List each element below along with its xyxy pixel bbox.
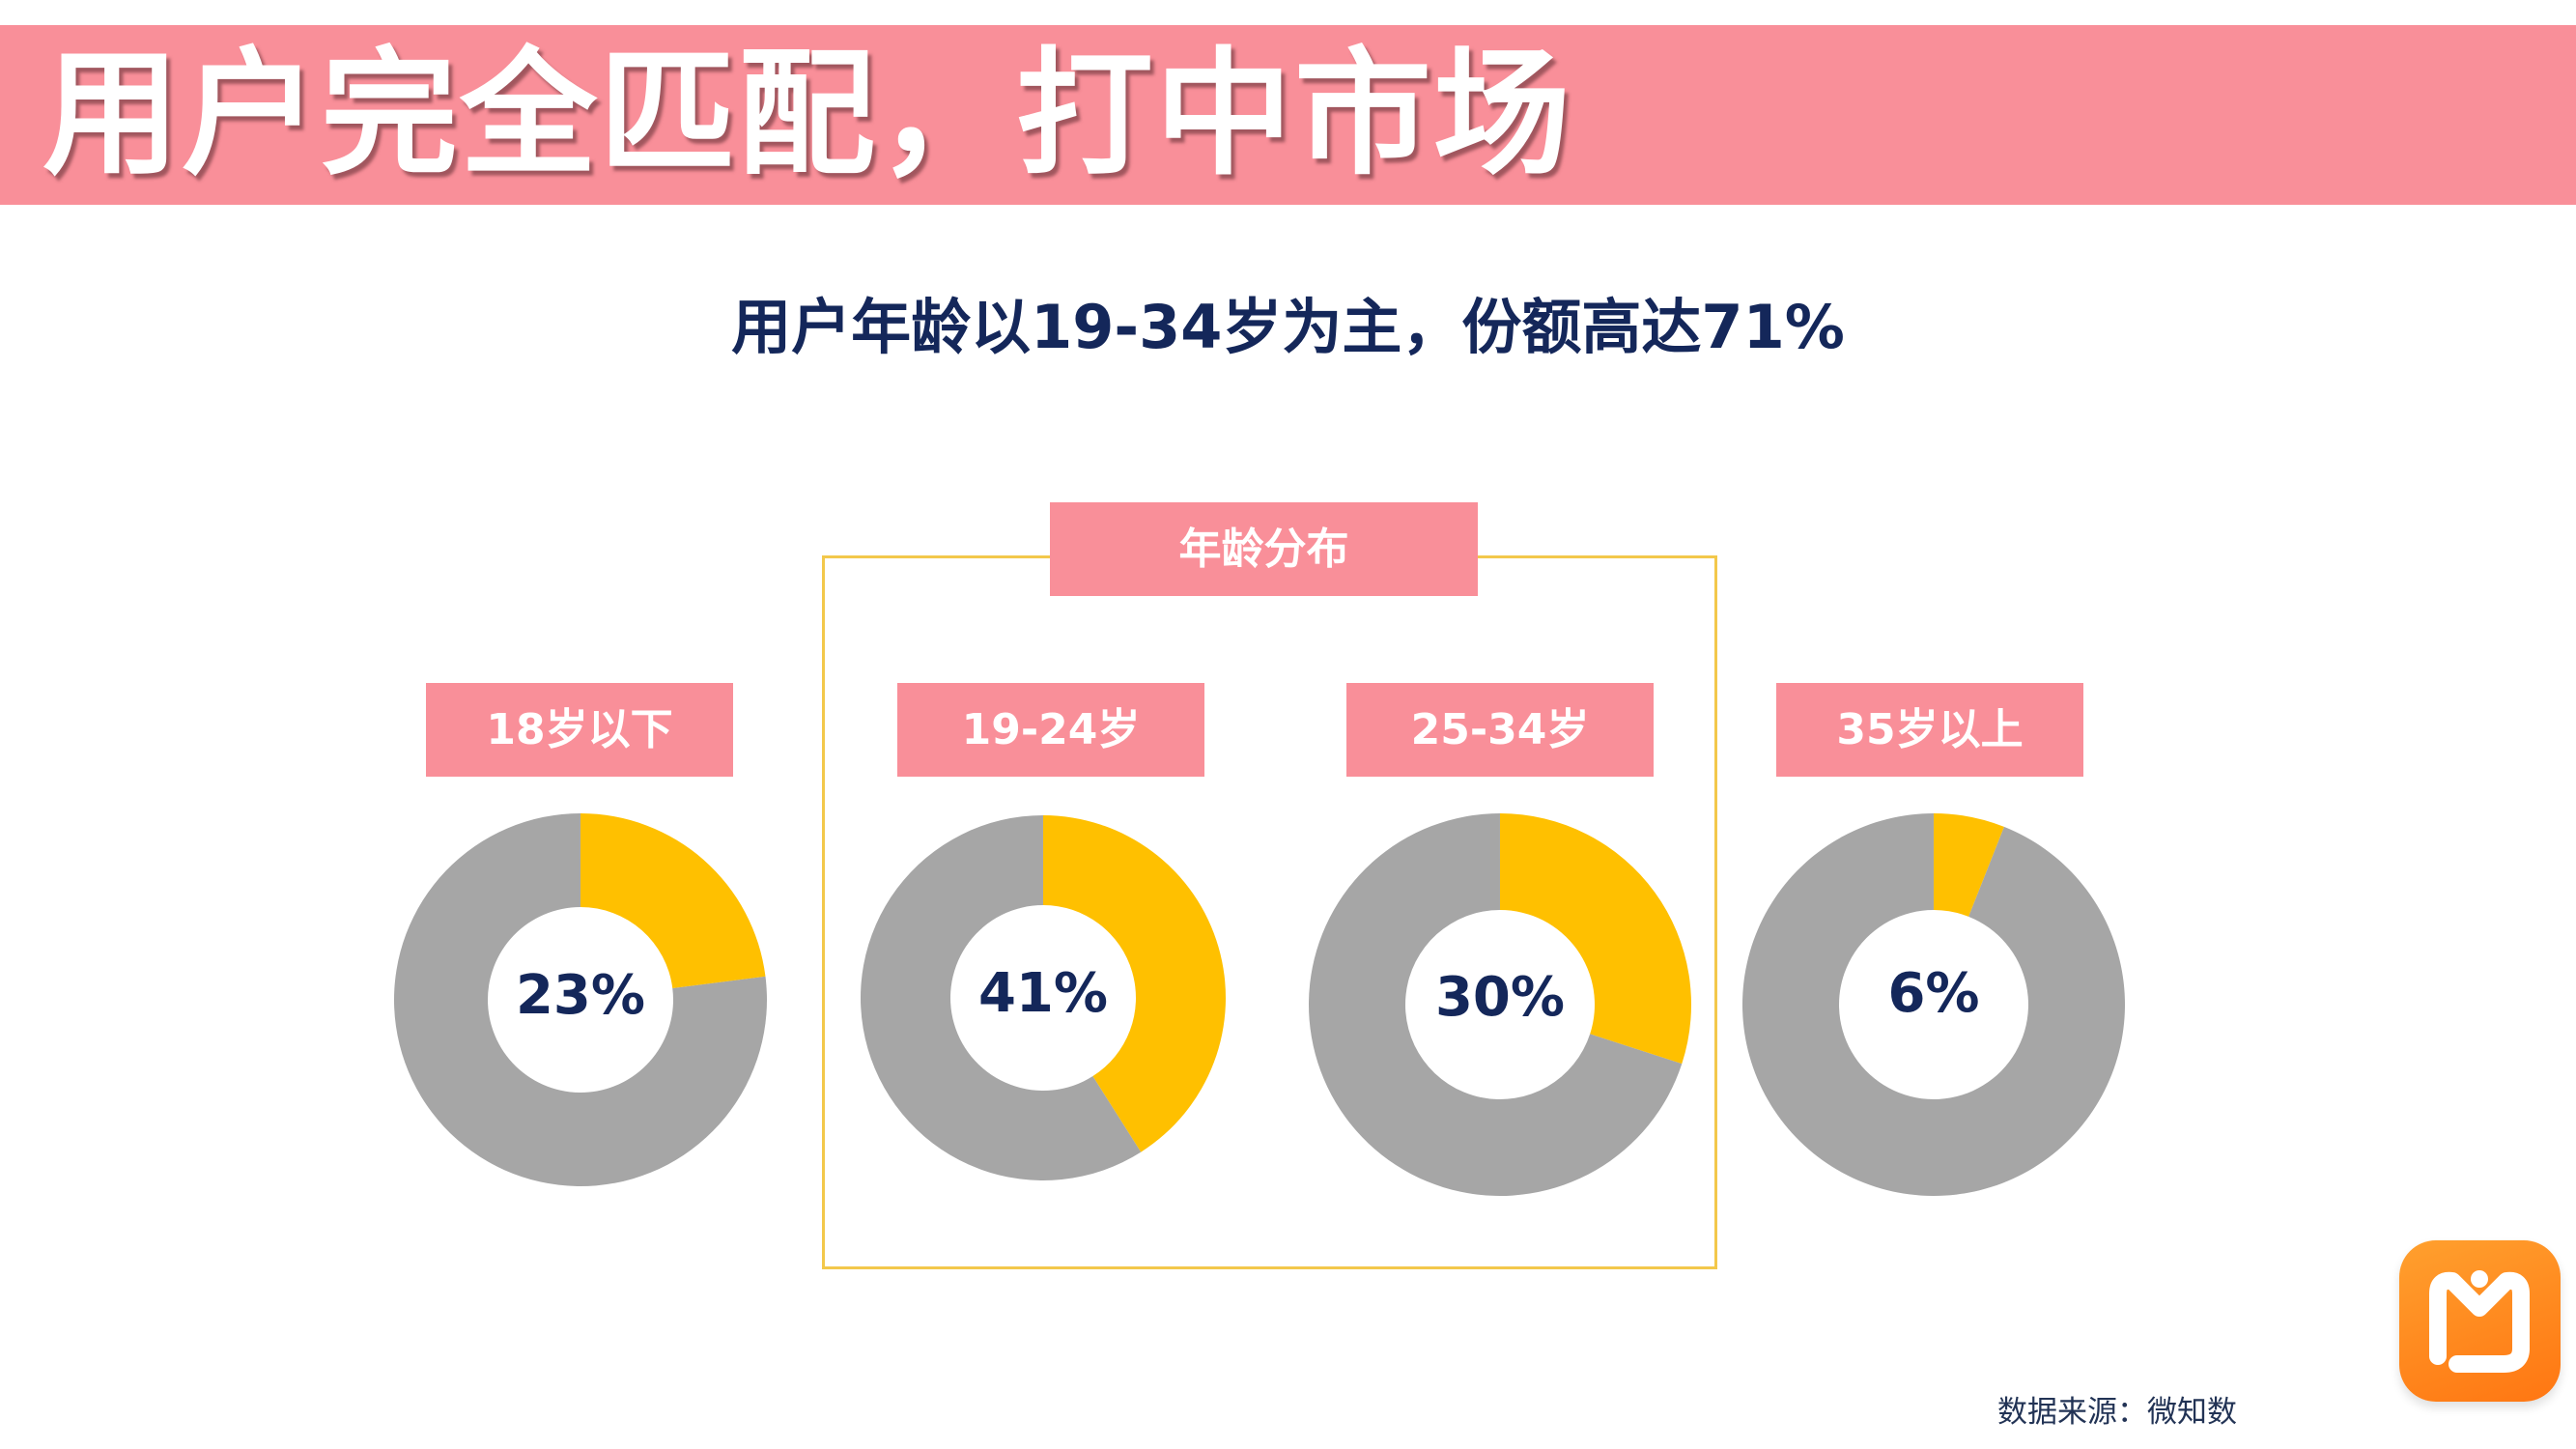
donut-0-remainder-slice <box>394 813 767 1186</box>
donut-2-remainder-slice <box>1308 813 1683 1196</box>
donut-1-value-slice <box>1043 815 1226 1152</box>
donut-0-value-slice <box>580 813 766 988</box>
mango-tv-logo-icon <box>2399 1240 2561 1402</box>
page-subtitle: 用户年龄以19-34岁为主，份额高达71% <box>731 292 1845 362</box>
mango-tv-logo-glyph <box>2429 1270 2530 1373</box>
donut-3-remainder-slice <box>1742 813 2126 1196</box>
donut-2-percent-label: 30% <box>1435 966 1565 1029</box>
donut-2-value-slice <box>1500 813 1691 1065</box>
data-source-note: 数据来源：微知数 <box>1997 1395 2237 1430</box>
category-label-3: 35岁以上 <box>1776 683 2083 777</box>
category-label-0: 18岁以下 <box>426 683 733 777</box>
category-label-2: 25-34岁 <box>1346 683 1654 777</box>
donut-1-remainder-slice <box>861 815 1142 1180</box>
category-label-1: 19-24岁 <box>897 683 1204 777</box>
chart-group-title: 年龄分布 <box>1050 502 1478 596</box>
donut-1-percent-label: 41% <box>978 962 1108 1025</box>
donut-3-percent-label: 6% <box>1887 962 1979 1025</box>
donut-3-value-slice <box>1934 813 2004 917</box>
donut-0-percent-label: 23% <box>516 964 645 1027</box>
title-bar <box>0 25 2576 205</box>
page-title: 用户完全匹配，打中市场 <box>42 35 1572 194</box>
